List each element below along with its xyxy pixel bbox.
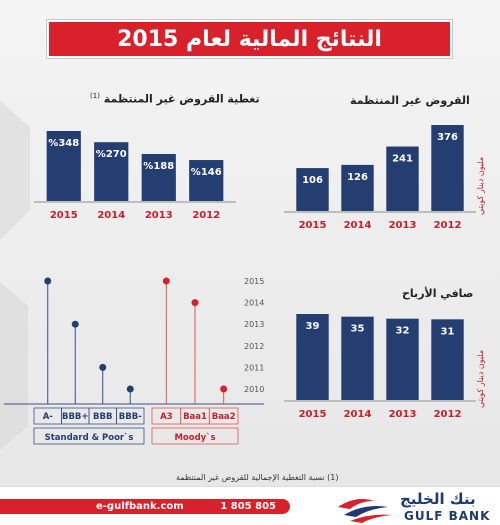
year-tick-label: 2012 (192, 210, 220, 221)
coverage-chart: %348 2015 %270 2014 %188 2013 %146 2012 (34, 131, 236, 221)
website-link[interactable]: e-gulfbank.com (96, 501, 184, 512)
year-tick-label: 2013 (145, 210, 173, 221)
year-tick-label: 2013 (389, 409, 417, 420)
rating-year-tick: 2013 (244, 320, 264, 329)
bar (296, 168, 329, 211)
rating-cell (116, 407, 145, 425)
bar (431, 319, 464, 400)
rating-label: BBB+ (62, 412, 89, 422)
bar (46, 131, 81, 201)
year-tick-label: 2014 (344, 409, 372, 420)
left-arrow-decoration (0, 100, 30, 240)
bar-value-label: 106 (302, 175, 323, 186)
baseline (34, 201, 236, 203)
profit-title: صافي الأرباح (402, 287, 474, 300)
bar-value-label: 241 (392, 154, 413, 165)
year-tick-label: 2012 (434, 409, 462, 420)
rating-year-tick: 2015 (244, 277, 264, 286)
rating-year-tick: 2014 (244, 299, 264, 308)
rating-chart: 2015 2014 2013 2012 2011 2010 A- BBB+ BBB BBB- Sta… (4, 277, 264, 445)
year-tick-label: 2013 (389, 220, 417, 231)
charts-canvas: 106 2015 126 2014 241 2013 376 2012 %348 2015 %27… (0, 100, 476, 450)
agency-label: Moody`s (174, 432, 215, 443)
bar (386, 318, 419, 400)
bar (141, 153, 176, 201)
rating-label: A- (43, 412, 54, 422)
bar-value-label: 39 (306, 321, 320, 332)
bar-value-label: %188 (143, 161, 174, 172)
rating-point (99, 363, 107, 371)
gulf-bank-logo-icon (338, 499, 392, 523)
coverage-title: تغطية القروض غير المنتظمة (103, 92, 260, 106)
rating-point (44, 277, 52, 285)
rating-year-tick: 2010 (244, 385, 264, 394)
bar-value-label: 32 (396, 326, 410, 337)
rating-point (220, 385, 228, 393)
rating-cell (208, 407, 239, 425)
year-tick-label: 2015 (50, 210, 78, 221)
year-tick-label: 2014 (97, 210, 125, 221)
year-tick-label: 2014 (344, 220, 372, 231)
rating-point (191, 299, 199, 307)
agency-box (151, 427, 239, 445)
main-title: النتائج المالية لعام 2015 (47, 20, 452, 58)
bar-value-label: 126 (347, 172, 368, 183)
footnote: (1) نسبة التغطية الإجمالية للقروض غير ال… (176, 473, 339, 482)
baseline (284, 400, 476, 402)
year-tick-label: 2015 (299, 409, 327, 420)
bar-value-label: 31 (441, 326, 455, 337)
npl-title: القروض غير المنتظمة (350, 94, 470, 107)
bar-value-label: 35 (351, 324, 365, 335)
agency-label: Standard & Poor`s (45, 432, 134, 443)
bar-value-label: %348 (48, 138, 79, 149)
rating-point (71, 320, 79, 328)
baseline (284, 211, 476, 213)
rating-label: Baa1 (183, 412, 207, 422)
coverage-title-wrap: تغطية القروض غير المنتظمة (1) (90, 92, 260, 106)
contact-bar: e-gulfbank.com 1 805 805 (0, 499, 290, 514)
bar-value-label: %146 (191, 167, 222, 178)
logo-arabic: بنك الخليج (400, 490, 476, 508)
npl-chart: 106 2015 126 2014 241 2013 376 2012 (284, 125, 476, 231)
bar-value-label: 376 (437, 132, 458, 143)
bar (431, 125, 464, 211)
bar (386, 146, 419, 211)
bar (341, 316, 374, 400)
year-tick-label: 2015 (299, 220, 327, 231)
year-tick-label: 2012 (434, 220, 462, 231)
bar (94, 142, 129, 201)
rating-label: BBB- (119, 412, 142, 422)
logo-english: GULF BANK (404, 509, 491, 523)
bar-value-label: %270 (96, 149, 127, 160)
left-arrow-decoration-2 (0, 282, 28, 450)
rating-year-tick: 2011 (244, 363, 264, 372)
rating-point (162, 277, 170, 285)
bar (189, 160, 224, 201)
rating-label: A3 (160, 412, 173, 422)
bar (341, 164, 374, 211)
phone-number: 1 805 805 (220, 501, 276, 512)
rating-year-tick: 2012 (244, 342, 264, 351)
rating-label: BBB (93, 412, 112, 422)
coverage-title-marker: (1) (90, 92, 100, 100)
rating-label: Baa2 (212, 412, 236, 422)
rating-point (126, 385, 134, 393)
agency-box (33, 427, 145, 445)
bar (296, 314, 329, 400)
profit-chart: 39 2015 35 2014 32 2013 31 2012 (284, 314, 476, 420)
footer: e-gulfbank.com 1 805 805 بنك الخليج GULF… (0, 486, 500, 525)
